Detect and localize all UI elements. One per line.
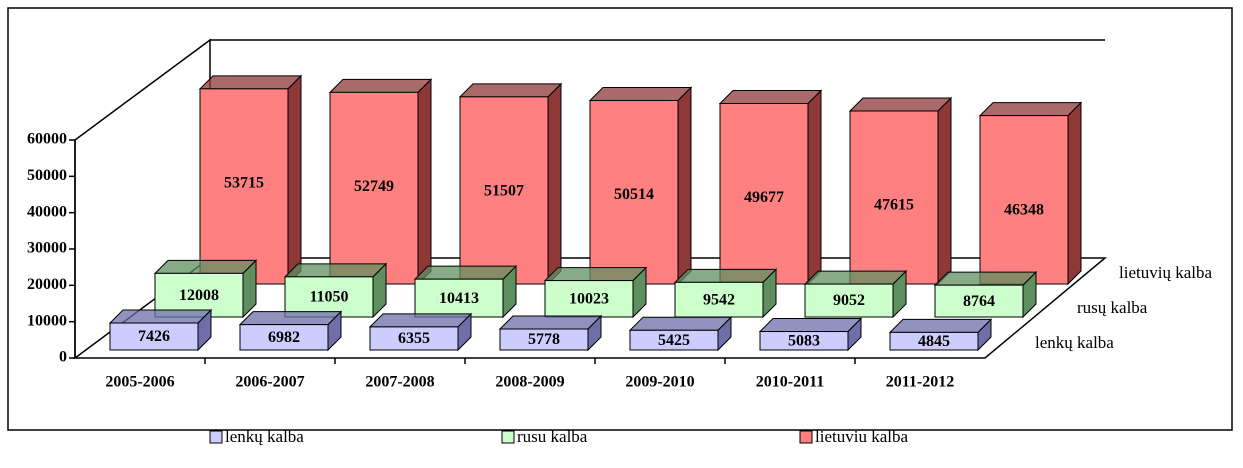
bar [589,99,679,285]
bar-top [628,316,733,331]
bar-top [803,270,908,285]
x-tick-label: 2009-2010 [625,374,694,391]
y-tick-label: 60000 [27,131,67,148]
data-label: 6982 [268,329,300,346]
bar-top [238,311,343,326]
bar-top [848,97,953,112]
y-tick-label: 0 [59,349,67,366]
x-tick-label: 2006-2007 [235,374,304,391]
bar-top [498,315,603,330]
bar-top [758,318,863,333]
bar-side [287,74,302,286]
legend-label: lietuviu kalba [815,427,908,446]
bar [934,284,1024,318]
bar [849,110,939,285]
bar [199,88,289,285]
data-label: 49677 [744,189,784,206]
legend-label: lenkų kalba [225,427,304,446]
bar [329,91,419,285]
bar-top [283,263,388,278]
data-label: 10413 [439,290,479,307]
data-label: 5778 [528,331,560,348]
legend-swatch [501,430,515,444]
x-tick-label: 2010-2011 [756,374,824,391]
bar-side [1067,101,1082,286]
bar-top [108,309,213,324]
data-label: 5083 [788,332,820,349]
depth-label: rusų kalba [1077,298,1148,317]
legend-label: rusu kalba [517,427,588,446]
data-label: 5425 [658,332,690,349]
bar [459,96,549,285]
bar [284,276,374,318]
bar-top [198,75,303,90]
bar-top [588,86,693,101]
bar [239,324,329,351]
data-label: 6355 [398,330,430,347]
data-label: 4845 [918,333,950,350]
y-tick-label: 40000 [27,203,67,220]
bar-top [888,318,993,333]
data-label: 12008 [179,287,219,304]
bar [674,281,764,318]
bar-top [368,313,473,328]
bar [499,328,589,351]
data-label: 10023 [569,290,609,307]
bar [979,115,1069,285]
bar [719,103,809,285]
data-label: 51507 [484,183,524,200]
bar [414,278,504,318]
bar-top [413,265,518,280]
data-label: 9052 [833,292,865,309]
bar-side [547,82,562,286]
y-tick-label: 50000 [27,167,67,184]
bar-top [978,102,1083,117]
bar [109,322,199,351]
data-label: 9542 [703,291,735,308]
x-tick-label: 2005-2006 [105,374,174,391]
y-tick-label: 30000 [27,240,67,257]
bar [369,326,459,351]
bar-side [937,96,952,286]
data-label: 8764 [963,293,995,310]
bar [629,329,719,351]
bar-top [673,268,778,283]
bar-side [677,86,692,286]
bar-side [417,78,432,286]
y-tick-label: 20000 [27,276,67,293]
depth-label: lietuvių kalba [1119,263,1212,282]
bar [759,331,849,351]
legend-swatch [209,430,223,444]
bar-top [328,78,433,93]
bar-top [458,83,563,98]
x-tick-label: 2011-2012 [886,374,954,391]
data-label: 11050 [309,289,348,306]
data-label: 53715 [224,175,264,192]
bar-top [933,271,1038,286]
legend-swatch [799,430,813,444]
bar [889,331,979,351]
depth-label: lenkų kalba [1035,333,1114,352]
data-label: 52749 [354,178,394,195]
bar-top [153,259,258,274]
bar-side [807,89,822,286]
data-label: 7426 [138,328,170,345]
bar-top [543,267,648,282]
y-tick-label: 10000 [27,312,67,329]
bar-top [718,90,823,105]
x-tick-label: 2007-2008 [365,374,434,391]
bar [804,283,894,318]
data-label: 47615 [874,197,914,214]
x-tick-label: 2008-2009 [495,374,564,391]
data-label: 50514 [614,186,654,203]
data-label: 46348 [1004,201,1044,218]
